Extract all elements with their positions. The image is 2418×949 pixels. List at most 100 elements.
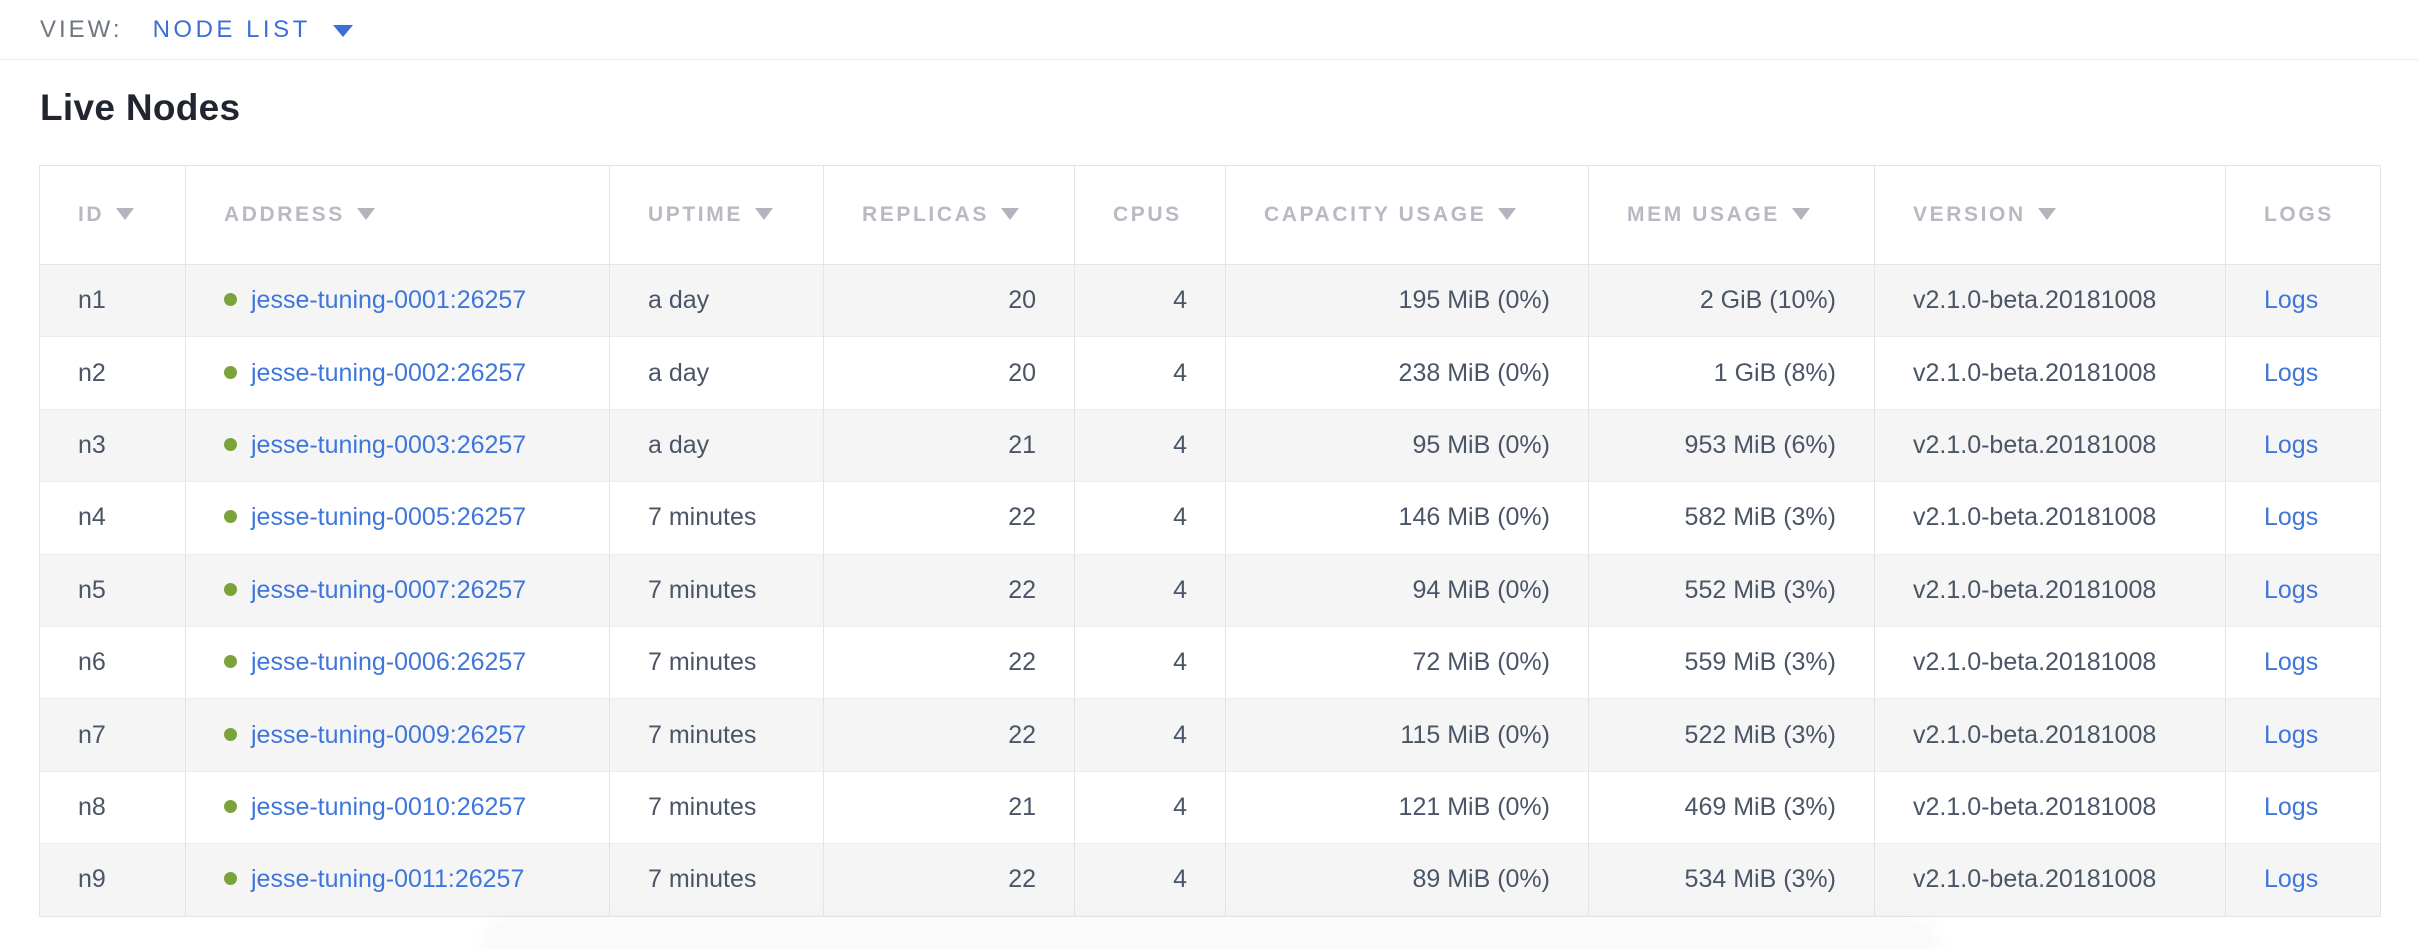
node-address-link[interactable]: jesse-tuning-0010:26257: [251, 792, 527, 821]
node-address-cell: jesse-tuning-0003:26257: [185, 408, 610, 482]
live-status-icon: [224, 727, 237, 741]
logs-cell: Logs: [2225, 553, 2381, 627]
column-header-replicas[interactable]: REPLICAS: [823, 165, 1075, 265]
sort-desc-icon: [116, 208, 135, 220]
column-header-id[interactable]: ID: [39, 165, 186, 265]
column-header-logs: LOGS: [2225, 165, 2381, 265]
logs-link[interactable]: Logs: [2264, 503, 2319, 532]
node-address-link[interactable]: jesse-tuning-0011:26257: [251, 865, 525, 894]
uptime-cell: 7 minutes: [609, 553, 824, 627]
capacity-usage-cell: 121 MiB (0%): [1225, 770, 1589, 844]
capacity-usage-cell: 195 MiB (0%): [1225, 263, 1589, 337]
mem-usage-cell: 559 MiB (3%): [1588, 625, 1875, 699]
uptime-cell: a day: [609, 408, 824, 482]
uptime-cell: 7 minutes: [609, 843, 824, 917]
node-id-cell: n7: [39, 698, 186, 772]
mem-usage-cell: 534 MiB (3%): [1588, 843, 1875, 917]
logs-cell: Logs: [2225, 481, 2381, 555]
uptime-cell: a day: [609, 263, 824, 337]
logs-link[interactable]: Logs: [2264, 286, 2319, 315]
cpus-cell: 4: [1074, 843, 1226, 917]
version-cell: v2.1.0-beta.20181008: [1874, 770, 2226, 844]
live-status-icon: [224, 655, 237, 669]
node-id-cell: n3: [39, 408, 186, 482]
sort-desc-icon: [1000, 208, 1019, 220]
table-row: n5 jesse-tuning-0007:26257 7 minutes 22 …: [39, 553, 2381, 627]
live-status-icon: [224, 437, 237, 451]
capacity-usage-cell: 115 MiB (0%): [1225, 698, 1589, 772]
replicas-cell: 21: [823, 408, 1075, 482]
node-address-cell: jesse-tuning-0007:26257: [185, 553, 610, 627]
sort-desc-icon: [754, 208, 773, 220]
live-status-icon: [224, 872, 237, 886]
version-cell: v2.1.0-beta.20181008: [1874, 263, 2226, 337]
table-row: n9 jesse-tuning-0011:26257 7 minutes 22 …: [39, 843, 2381, 917]
replicas-cell: 20: [823, 336, 1075, 410]
logs-link[interactable]: Logs: [2264, 648, 2319, 677]
mem-usage-cell: 522 MiB (3%): [1588, 698, 1875, 772]
node-address-cell: jesse-tuning-0002:26257: [185, 336, 610, 410]
sort-desc-icon: [1791, 208, 1810, 220]
node-id-cell: n6: [39, 625, 186, 699]
capacity-usage-cell: 89 MiB (0%): [1225, 843, 1589, 917]
logs-link[interactable]: Logs: [2264, 720, 2319, 749]
live-status-icon: [224, 799, 237, 813]
cpus-cell: 4: [1074, 263, 1226, 337]
capacity-usage-cell: 238 MiB (0%): [1225, 336, 1589, 410]
node-address-cell: jesse-tuning-0005:26257: [185, 481, 610, 555]
logs-link[interactable]: Logs: [2264, 358, 2319, 387]
column-header-version[interactable]: VERSION: [1874, 165, 2226, 265]
live-nodes-table: ID ADDRESS UPTIME REPLICAS CPUS CAPACITY…: [39, 165, 2381, 917]
table-row: n8 jesse-tuning-0010:26257 7 minutes 21 …: [39, 770, 2381, 844]
mem-usage-cell: 552 MiB (3%): [1588, 553, 1875, 627]
column-header-address[interactable]: ADDRESS: [185, 165, 610, 265]
column-header-capacity-usage[interactable]: CAPACITY USAGE: [1225, 165, 1589, 265]
view-selected-value[interactable]: NODE LIST: [152, 15, 311, 43]
node-address-cell: jesse-tuning-0001:26257: [185, 263, 610, 337]
uptime-cell: 7 minutes: [609, 625, 824, 699]
mem-usage-cell: 953 MiB (6%): [1588, 408, 1875, 482]
logs-cell: Logs: [2225, 843, 2381, 917]
replicas-cell: 22: [823, 625, 1075, 699]
logs-cell: Logs: [2225, 698, 2381, 772]
node-address-cell: jesse-tuning-0010:26257: [185, 770, 610, 844]
node-address-link[interactable]: jesse-tuning-0009:26257: [251, 720, 527, 749]
sort-desc-icon: [2037, 208, 2056, 220]
replicas-cell: 20: [823, 263, 1075, 337]
node-address-link[interactable]: jesse-tuning-0005:26257: [251, 503, 527, 532]
table-row: n7 jesse-tuning-0009:26257 7 minutes 22 …: [39, 698, 2381, 772]
node-address-link[interactable]: jesse-tuning-0002:26257: [251, 358, 527, 387]
capacity-usage-cell: 146 MiB (0%): [1225, 481, 1589, 555]
node-address-link[interactable]: jesse-tuning-0007:26257: [251, 575, 527, 604]
view-selector-dropdown[interactable]: NODE LIST: [153, 16, 353, 44]
mem-usage-cell: 582 MiB (3%): [1588, 481, 1875, 555]
node-address-link[interactable]: jesse-tuning-0001:26257: [251, 286, 527, 315]
logs-cell: Logs: [2225, 625, 2381, 699]
uptime-cell: 7 minutes: [609, 770, 824, 844]
version-cell: v2.1.0-beta.20181008: [1874, 698, 2226, 772]
column-header-mem-usage[interactable]: MEM USAGE: [1588, 165, 1875, 265]
logs-link[interactable]: Logs: [2264, 865, 2319, 894]
logs-link[interactable]: Logs: [2264, 575, 2319, 604]
mem-usage-cell: 469 MiB (3%): [1588, 770, 1875, 844]
node-address-cell: jesse-tuning-0009:26257: [185, 698, 610, 772]
node-address-link[interactable]: jesse-tuning-0003:26257: [251, 430, 527, 459]
table-header-row: ID ADDRESS UPTIME REPLICAS CPUS CAPACITY…: [39, 165, 2381, 265]
uptime-cell: 7 minutes: [609, 698, 824, 772]
node-address-link[interactable]: jesse-tuning-0006:26257: [251, 648, 527, 677]
logs-link[interactable]: Logs: [2264, 792, 2319, 821]
page-title: Live Nodes: [40, 87, 241, 128]
table-row: n1 jesse-tuning-0001:26257 a day 20 4 19…: [39, 263, 2381, 337]
node-address-cell: jesse-tuning-0011:26257: [185, 843, 610, 917]
logs-link[interactable]: Logs: [2264, 430, 2319, 459]
live-status-icon: [224, 582, 237, 596]
logs-cell: Logs: [2225, 408, 2381, 482]
version-cell: v2.1.0-beta.20181008: [1874, 336, 2226, 410]
column-header-uptime[interactable]: UPTIME: [609, 165, 824, 265]
capacity-usage-cell: 95 MiB (0%): [1225, 408, 1589, 482]
live-status-icon: [224, 293, 237, 307]
version-cell: v2.1.0-beta.20181008: [1874, 625, 2226, 699]
logs-cell: Logs: [2225, 336, 2381, 410]
node-address-cell: jesse-tuning-0006:26257: [185, 625, 610, 699]
uptime-cell: a day: [609, 336, 824, 410]
